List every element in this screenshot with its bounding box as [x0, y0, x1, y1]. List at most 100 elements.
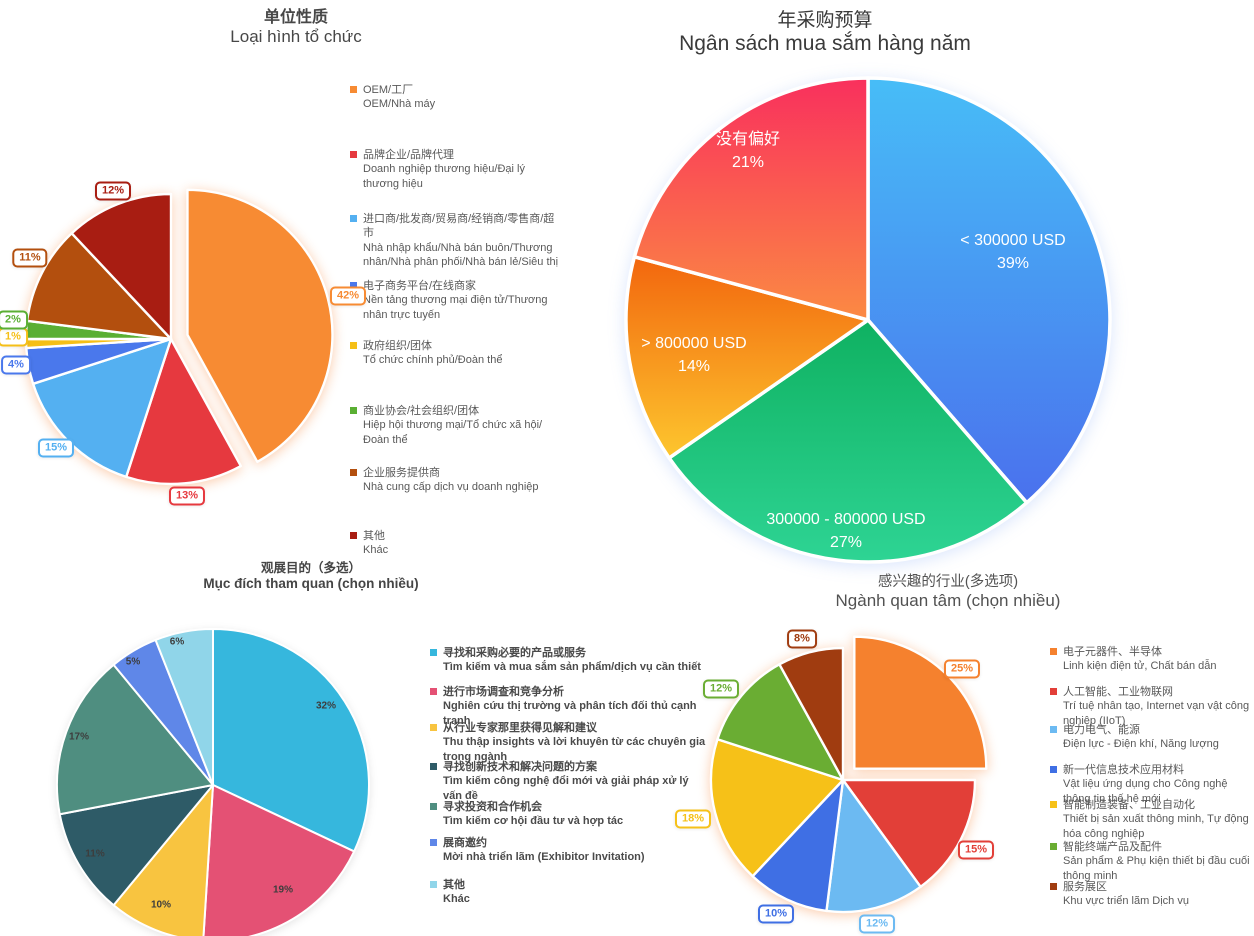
visit-purpose-legend-item-4: 寻求投资和合作机会 Tìm kiếm cơ hội đầu tư và hợp t…: [430, 800, 710, 829]
industries-of-interest-label-4: 18%: [674, 809, 712, 829]
legend-label-vi: Khác: [363, 544, 389, 557]
organization-type-slice-7: [70, 192, 173, 341]
legend-label-zh: 商业协会/社会组织/团体: [363, 405, 480, 417]
organization-type-label-6: 11%: [12, 248, 48, 268]
legend-label-zh: 电子元器件、半导体: [1063, 646, 1162, 658]
legend-text: 企业服务提供商 Nhà cung cấp dịch vụ doanh nghiệp: [363, 466, 539, 495]
industries-of-interest-label-0: 25%: [943, 659, 981, 679]
visit-purpose-label-5: 5%: [125, 656, 141, 668]
industries-of-interest-legend-item-1: 人工智能、工业物联网 Trí tuệ nhân tạo, Internet vạn…: [1050, 685, 1254, 728]
visit-purpose-slice-2: [112, 784, 214, 936]
legend-label-zh: 智能制造装备、工业自动化: [1063, 799, 1195, 811]
visit-purpose-legend-item-3: 寻找创新技术和解决问题的方案 Tìm kiếm công nghệ đổi mới…: [430, 760, 710, 803]
legend-text: 电力电气、能源 Điện lực - Điện khí, Năng lượng: [1063, 723, 1219, 752]
visit-purpose-legend-item-6: 其他 Khác: [430, 878, 710, 907]
legend-label-vi: Trí tuệ nhân tạo, Internet vạn vật công …: [1063, 700, 1250, 727]
visit-purpose-label-6: 6%: [169, 636, 185, 648]
legend-text: 新一代信息技术应用材料 Vật liệu ứng dụng cho Công ng…: [1063, 763, 1254, 806]
visit-purpose-label-3: 11%: [85, 848, 105, 860]
chart-title-zh: 单位性质: [263, 9, 328, 26]
visit-purpose-legend-item-2: 从行业专家那里获得见解和建议 Thu thập insights và lời k…: [430, 721, 710, 764]
industries-of-interest-label-2: 12%: [858, 914, 896, 934]
visit-purpose-label-2: 10%: [150, 899, 172, 911]
industries-of-interest-slice-4: [709, 738, 845, 878]
legend-label-zh: 其他: [443, 879, 465, 891]
annual-procurement-budget-slice-2: [624, 255, 870, 460]
annual-procurement-budget-label-3: 没有偏好 21%: [715, 130, 781, 171]
legend-text: 展商邀约 Mời nhà triển lãm (Exhibitor Invitat…: [443, 836, 645, 865]
legend-label-vi: Vật liệu ứng dụng cho Công nghệ thông ti…: [1063, 778, 1228, 805]
legend-label-vi: Tìm kiếm công nghệ đổi mới và giải pháp …: [443, 775, 689, 802]
chart-title-industries-of-interest: 感兴趣的行业(多选项) Ngành quan tâm (chọn nhiều): [798, 570, 1098, 611]
legend-label-zh: 品牌企业/品牌代理: [363, 149, 455, 161]
industries-of-interest-legend-item-0: 电子元器件、半导体 Linh kiện điện tử, Chất bán dẫn: [1050, 645, 1254, 674]
chart-title-vi: Ngành quan tâm (chọn nhiều): [835, 591, 1061, 610]
annual-procurement-budget-label-1: 300000 - 800000 USD 27%: [766, 510, 926, 551]
legend-label-vi: Điện lực - Điện khí, Năng lượng: [1063, 738, 1219, 751]
legend-label-vi: Nghiên cứu thị trường và phân tích đối t…: [443, 700, 697, 727]
legend-text: 服务展区 Khu vực triển lãm Dịch vụ: [1063, 880, 1189, 909]
organization-type-legend-item-4: 政府组织/团体 Tổ chức chính phủ/Đoàn thể: [350, 339, 560, 368]
legend-label-vi: Nhà cung cấp dịch vụ doanh nghiệp: [363, 481, 539, 494]
annual-procurement-budget-slice-1: [667, 318, 1029, 564]
legend-marker: [350, 215, 357, 222]
legend-label-vi: Doanh nghiệp thương hiệu/Đại lý thương h…: [363, 163, 525, 190]
legend-text: 电子元器件、半导体 Linh kiện điện tử, Chất bán dẫn: [1063, 645, 1217, 674]
legend-label-vi: Nền tảng thương mại điện tử/Thương nhân …: [363, 294, 548, 321]
legend-label-vi: Tổ chức chính phủ/Đoàn thể: [363, 354, 503, 367]
legend-text: 寻求投资和合作机会 Tìm kiếm cơ hội đầu tư và hợp t…: [443, 800, 623, 829]
legend-text: 智能终端产品及配件 Sản phẩm & Phụ kiện thiết bị đầ…: [1063, 840, 1254, 883]
chart-title-zh: 年采购预算: [777, 10, 873, 31]
legend-marker: [1050, 766, 1057, 773]
legend-label-vi: Tìm kiếm cơ hội đầu tư và hợp tác: [443, 815, 624, 828]
legend-label-zh: 电力电气、能源: [1063, 724, 1140, 736]
industries-of-interest-legend-item-2: 电力电气、能源 Điện lực - Điện khí, Năng lượng: [1050, 723, 1254, 752]
visit-purpose-legend-item-0: 寻找和采购必要的产品或服务 Tìm kiếm và mua sắm sản phẩ…: [430, 646, 710, 675]
visit-purpose-slice-3: [58, 784, 214, 907]
legend-marker: [350, 342, 357, 349]
visit-purpose-slice-6: [154, 628, 214, 786]
legend-text: 进行市场调查和竞争分析 Nghiên cứu thị trường và phân…: [443, 685, 710, 728]
legend-marker: [1050, 648, 1057, 655]
legend-label-zh: 展商邀约: [443, 837, 487, 849]
legend-label-zh: 寻求投资和合作机会: [443, 801, 542, 813]
legend-label-vi: OEM/Nhà máy: [363, 98, 436, 111]
legend-label-zh: 智能终端产品及配件: [1063, 841, 1162, 853]
industries-of-interest-slice-2: [825, 778, 922, 914]
industries-of-interest-legend-item-4: 智能制造装备、工业自动化 Thiết bị sản xuất thông minh…: [1050, 798, 1254, 841]
legend-marker: [1050, 688, 1057, 695]
legend-label-zh: 企业服务提供商: [363, 467, 440, 479]
industries-of-interest-legend-item-6: 服务展区 Khu vực triển lãm Dịch vụ: [1050, 880, 1254, 909]
legend-marker: [350, 469, 357, 476]
organization-type-label-7: 12%: [94, 181, 132, 201]
legend-label-vi: Mời nhà triển lãm (Exhibitor Invitation): [443, 851, 645, 864]
organization-type-label-1: 13%: [168, 486, 206, 506]
organization-type-legend-item-6: 企业服务提供商 Nhà cung cấp dịch vụ doanh nghiệp: [350, 466, 560, 495]
organization-type-label-0: 42%: [329, 286, 367, 306]
chart-title-vi: Loại hình tổ chức: [230, 27, 362, 46]
chart-title-vi: Mục đích tham quan (chọn nhiều): [203, 576, 419, 591]
annual-procurement-budget-label-2: > 800000 USD 14%: [641, 334, 747, 375]
legend-text: 智能制造装备、工业自动化 Thiết bị sản xuất thông minh…: [1063, 798, 1254, 841]
legend-marker: [350, 282, 357, 289]
legend-text: 其他 Khác: [443, 878, 470, 907]
organization-type-legend-item-5: 商业协会/社会组织/团体 Hiệp hội thương mại/Tổ chức …: [350, 404, 560, 447]
visit-purpose-slice-0: [212, 628, 370, 853]
legend-label-zh: 进行市场调查和竞争分析: [443, 686, 564, 698]
visit-purpose-label-1: 19%: [272, 884, 294, 896]
organization-type-pie: [24, 188, 334, 486]
legend-marker: [350, 532, 357, 539]
industries-of-interest-label-5: 12%: [702, 679, 740, 699]
organization-type-label-4: 1%: [0, 327, 28, 347]
legend-label-vi: Hiệp hội thương mại/Tổ chức xã hội/Đoàn …: [363, 419, 543, 446]
annual-procurement-budget-pie: [624, 76, 1112, 564]
organization-type-label-5: 2%: [0, 310, 28, 330]
legend-marker: [430, 688, 437, 695]
chart-title-visit-purpose: 观展目的（多选） Mục đích tham quan (chọn nhiều): [161, 557, 461, 591]
legend-label-zh: 新一代信息技术应用材料: [1063, 764, 1184, 776]
legend-marker: [430, 724, 437, 731]
industries-of-interest-legend-item-5: 智能终端产品及配件 Sản phẩm & Phụ kiện thiết bị đầ…: [1050, 840, 1254, 883]
legend-marker: [350, 151, 357, 158]
industries-of-interest-label-3: 10%: [757, 904, 795, 924]
legend-text: 寻找和采购必要的产品或服务 Tìm kiếm và mua sắm sản phẩ…: [443, 646, 701, 675]
